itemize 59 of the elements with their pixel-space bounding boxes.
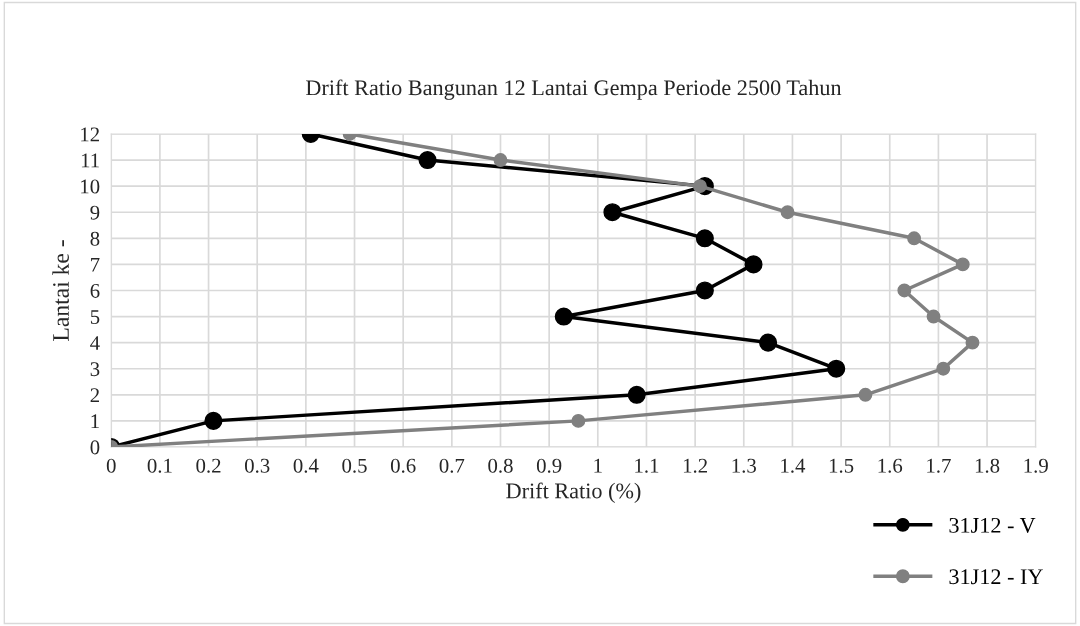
y-tick-label: 11 bbox=[81, 153, 99, 168]
x-tick-label: 1.7 bbox=[927, 458, 951, 473]
point bbox=[858, 387, 873, 402]
legend-label: 31J12 - IY bbox=[949, 569, 1043, 585]
y-tick-label: 1 bbox=[91, 414, 99, 429]
x-tick-label: 0.1 bbox=[147, 458, 172, 473]
y-tick-label: 9 bbox=[90, 205, 100, 220]
y-tick-label: 7 bbox=[91, 257, 100, 272]
y-tick-label: 12 bbox=[81, 127, 99, 142]
y-tick-label: 0 bbox=[90, 440, 100, 455]
chart-title: Drift Ratio Bangunan 12 Lantai Gempa Periode 2500 Tahun bbox=[306, 79, 842, 100]
x-tick-label: 1.8 bbox=[975, 458, 1000, 473]
point bbox=[204, 411, 223, 430]
legend-label: 31J12 - V bbox=[949, 517, 1036, 533]
point bbox=[965, 335, 980, 350]
x-tick-label: 1.9 bbox=[1024, 458, 1048, 473]
point bbox=[936, 361, 951, 376]
x-tick-label: 0.3 bbox=[244, 458, 270, 473]
y-tick-label: 3 bbox=[90, 362, 100, 377]
x-tick-label: 1.4 bbox=[781, 458, 806, 473]
point bbox=[744, 255, 763, 274]
point bbox=[926, 309, 941, 324]
x-tick-label: 1.5 bbox=[829, 458, 854, 473]
point bbox=[571, 413, 586, 428]
y-tick-label: 4 bbox=[90, 336, 100, 350]
x-tick-label: 1 bbox=[594, 458, 602, 473]
x-axis-title: Drift Ratio (%) bbox=[506, 482, 641, 503]
x-tick-label: 1.2 bbox=[683, 458, 707, 473]
point bbox=[418, 151, 437, 170]
y-tick-label: 8 bbox=[90, 231, 100, 246]
point bbox=[554, 307, 573, 326]
point bbox=[780, 205, 795, 220]
x-tick-label: 0.6 bbox=[390, 458, 416, 473]
point bbox=[759, 333, 778, 352]
x-tick-label: 0.2 bbox=[196, 458, 221, 473]
point bbox=[693, 179, 707, 194]
point bbox=[493, 153, 508, 167]
y-tick-label: 10 bbox=[81, 179, 100, 194]
y-tick-label: 2 bbox=[90, 388, 99, 403]
x-tick-label: 0 bbox=[106, 458, 116, 473]
x-tick-label: 0.4 bbox=[293, 458, 319, 473]
y-tick-label: 5 bbox=[90, 310, 100, 324]
point bbox=[897, 283, 912, 298]
point bbox=[827, 359, 846, 378]
x-tick-label: 1.1 bbox=[635, 458, 659, 473]
point bbox=[627, 385, 646, 404]
point bbox=[695, 281, 714, 300]
point bbox=[907, 231, 922, 246]
x-tick-label: 0.9 bbox=[536, 458, 562, 473]
point bbox=[695, 229, 714, 248]
x-tick-label: 0.7 bbox=[439, 458, 465, 473]
point bbox=[955, 257, 970, 272]
y-axis-title: Lantai ke - bbox=[52, 240, 69, 341]
x-tick-label: 1.3 bbox=[732, 458, 756, 473]
x-tick-label: 0.8 bbox=[488, 458, 513, 473]
y-tick-label: 6 bbox=[90, 283, 100, 298]
x-tick-label: 1.6 bbox=[878, 458, 903, 473]
x-tick-label: 0.5 bbox=[342, 458, 367, 473]
point bbox=[603, 203, 622, 222]
